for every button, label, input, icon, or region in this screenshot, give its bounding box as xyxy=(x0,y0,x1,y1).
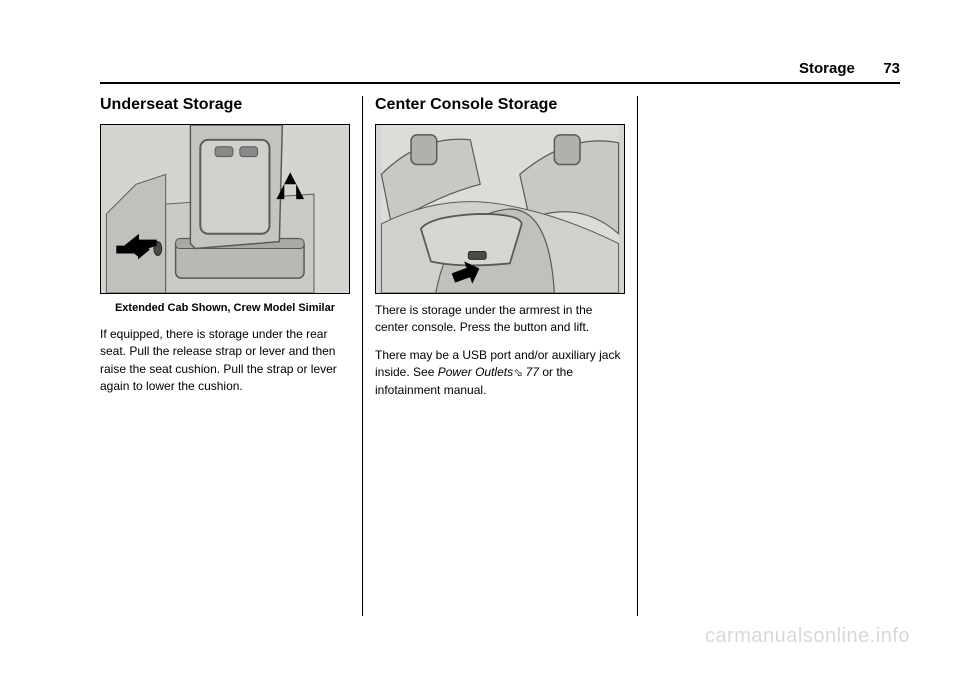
underseat-body: If equipped, there is storage under the … xyxy=(100,326,350,396)
underseat-storage-figure xyxy=(100,124,350,294)
header-section: Storage xyxy=(799,60,855,77)
power-outlets-ref: Power Outlets xyxy=(438,365,513,379)
content-columns: Underseat Storage E xyxy=(100,96,900,616)
page-header: Storage 73 xyxy=(100,60,900,84)
header-page-number: 73 xyxy=(883,60,900,77)
center-console-title: Center Console Storage xyxy=(375,96,625,114)
center-console-body-2: There may be a USB port and/or auxiliary… xyxy=(375,347,625,400)
column-2: Center Console Storage There is storage … xyxy=(363,96,638,616)
underseat-figure-caption: Extended Cab Shown, Crew Model Similar xyxy=(100,302,350,314)
watermark: carmanualsonline.info xyxy=(705,625,910,648)
center-console-figure xyxy=(375,124,625,294)
underseat-storage-title: Underseat Storage xyxy=(100,96,350,114)
column-3 xyxy=(638,96,900,616)
column-1: Underseat Storage E xyxy=(100,96,363,616)
center-console-body-1: There is storage under the armrest in th… xyxy=(375,302,625,337)
